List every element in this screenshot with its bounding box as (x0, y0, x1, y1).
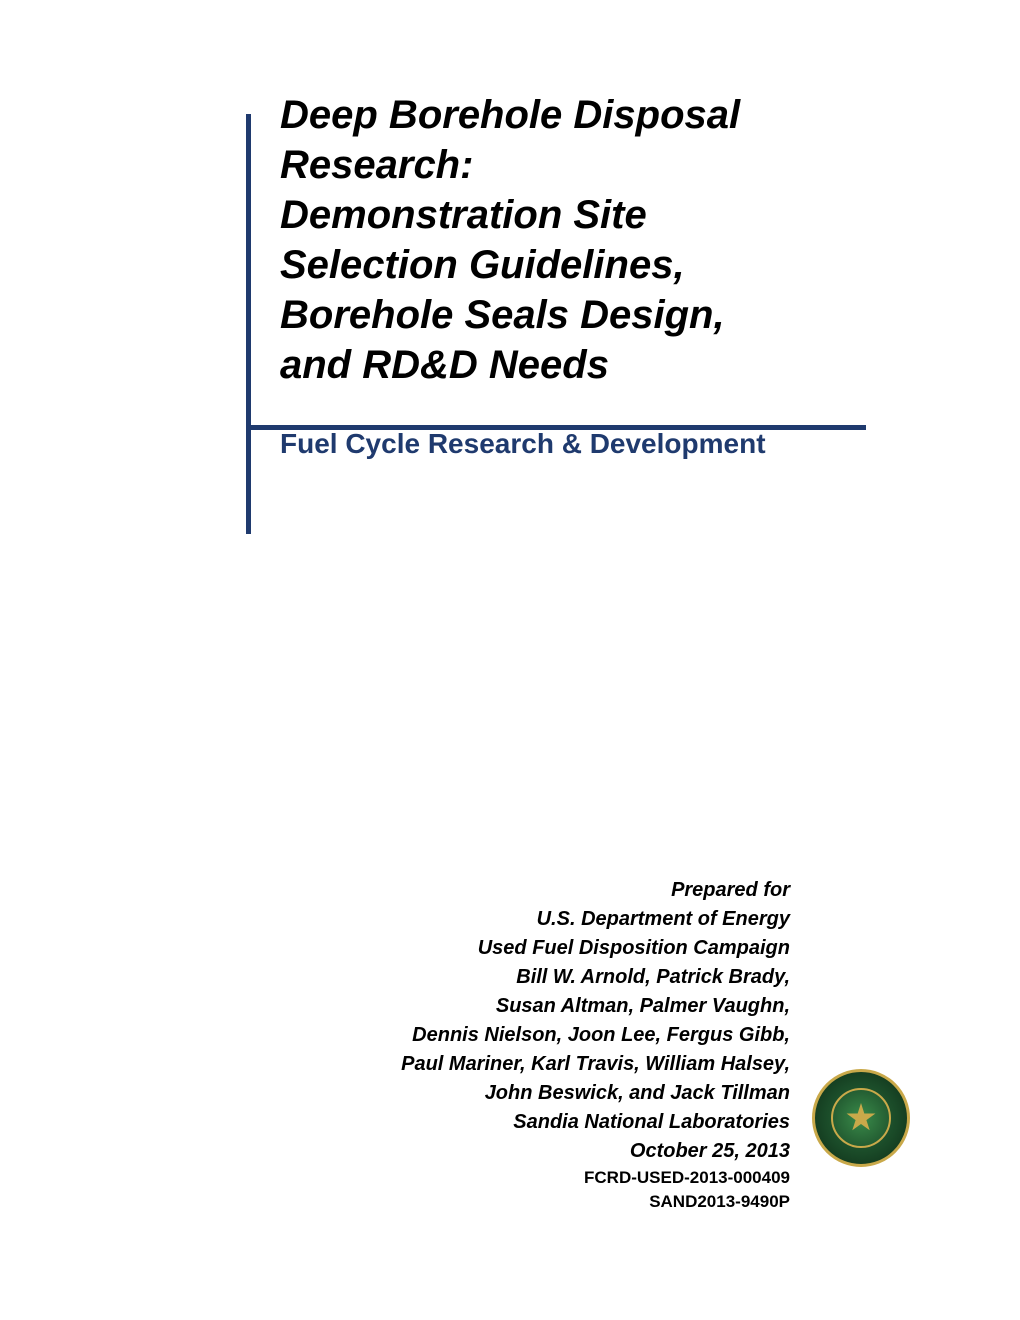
authors-line-1: Bill W. Arnold, Patrick Brady, (110, 963, 790, 992)
prepared-for-label: Prepared for (110, 876, 790, 905)
title-line-3: Demonstration Site (280, 193, 647, 237)
authors-line-3: Dennis Nielson, Joon Lee, Fergus Gibb, (110, 1021, 790, 1050)
report-id-2: SAND2013-9490P (110, 1190, 790, 1215)
document-page: Deep Borehole Disposal Research: Demonst… (0, 0, 1020, 1320)
authors-line-4: Paul Mariner, Karl Travis, William Halse… (110, 1050, 790, 1079)
title-section: Deep Borehole Disposal Research: Demonst… (280, 90, 910, 390)
title-line-6: and RD&D Needs (280, 343, 609, 387)
seal-inner-ring (831, 1088, 891, 1148)
doe-seal-icon (812, 1069, 910, 1167)
subtitle: Fuel Cycle Research & Development (280, 428, 910, 460)
title-line-1: Deep Borehole Disposal (280, 93, 740, 137)
title-line-2: Research: (280, 143, 473, 187)
date: October 25, 2013 (110, 1137, 790, 1166)
horizontal-rule (246, 425, 866, 430)
report-id-1: FCRD-USED-2013-000409 (110, 1166, 790, 1191)
seal-outer-ring (812, 1069, 910, 1167)
seal-symbol-icon (846, 1103, 876, 1133)
title-line-5: Borehole Seals Design, (280, 293, 725, 337)
main-title: Deep Borehole Disposal Research: Demonst… (280, 90, 910, 390)
authors-line-5: John Beswick, and Jack Tillman (110, 1079, 790, 1108)
institution: Sandia National Laboratories (110, 1108, 790, 1137)
campaign: Used Fuel Disposition Campaign (110, 934, 790, 963)
agency: U.S. Department of Energy (110, 905, 790, 934)
title-line-4: Selection Guidelines, (280, 243, 685, 287)
vertical-rule (246, 114, 251, 534)
rule-container: Fuel Cycle Research & Development (280, 428, 910, 460)
footer-text-block: Prepared for U.S. Department of Energy U… (110, 876, 910, 1215)
authors-line-2: Susan Altman, Palmer Vaughn, (110, 992, 790, 1021)
footer-section: Prepared for U.S. Department of Energy U… (110, 876, 910, 1215)
